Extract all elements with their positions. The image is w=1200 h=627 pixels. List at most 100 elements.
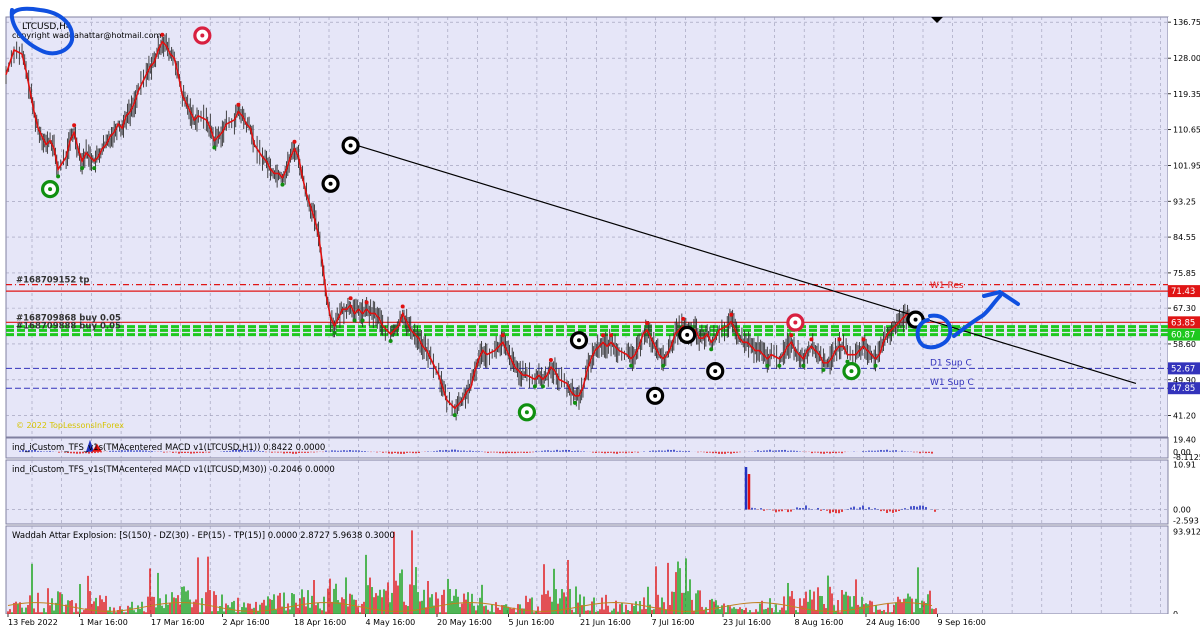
price-tick-label: 49.90 (1173, 376, 1196, 385)
wae-title: Waddah Attar Explosion: [S(150) - DZ(30)… (12, 531, 395, 541)
price-tick-labels: 136.75 128.00 119.35 110.65 101.95 93.25 84.55… (1168, 18, 1200, 421)
time-tick-label: 17 Mar 16:00 (151, 618, 204, 627)
watermark-label: © 2022 TopLessonsInForex (16, 421, 124, 430)
signal-circle-dot (524, 410, 529, 415)
fractal-up-dot (609, 333, 614, 338)
price-axis: 136.75 128.00 119.35 110.65 101.95 93.25 84.55… (1168, 17, 1200, 437)
macd-m30-tick-labels: 10.91 0.00-2.593 (1173, 461, 1199, 526)
macd-m30-background (5, 459, 1169, 525)
level-label: W1 Sup C (930, 378, 974, 388)
fractal-down-dot (280, 182, 285, 187)
waddah-attar-panel[interactable]: Waddah Attar Explosion: [S(150) - DZ(30)… (5, 525, 1200, 619)
sub-tick-label: 0.00 (1173, 506, 1191, 515)
time-tick-label: 1 Mar 16:00 (80, 618, 128, 627)
fractal-down-dot (765, 363, 770, 368)
fractal-up-dot (364, 300, 369, 305)
fractal-down-dot (821, 367, 826, 372)
time-tick-label: 23 Jul 16:00 (723, 618, 771, 627)
fractal-down-dot (92, 166, 97, 171)
fractal-up-dot (548, 358, 553, 362)
price-tick-label: 67.30 (1173, 304, 1196, 313)
sub-tick-label: 0.00 (1173, 448, 1191, 457)
fractal-up-dot (809, 337, 814, 342)
price-tag-label: 47.85 (1171, 384, 1195, 394)
macd-m30-gridlines (31, 460, 1161, 524)
price-tick-label: 41.20 (1173, 412, 1196, 421)
fractal-up-dot (348, 296, 353, 301)
fractal-down-dot (332, 330, 337, 335)
fractal-up-dot (681, 316, 686, 321)
price-tag-label: 52.67 (1171, 364, 1195, 374)
time-axis-background (0, 614, 1200, 627)
price-tick-label: 136.75 (1173, 18, 1200, 27)
fractal-up-dot (160, 32, 165, 37)
fractal-up-dot (861, 337, 866, 342)
sub-tick-label: 93.912 (1173, 527, 1200, 536)
macd-h1-panel[interactable]: ind_iCustom_TFS_v1s(TMAcentered MACD v1(… (5, 436, 1200, 462)
hand-drawn-up-arrow (952, 290, 1020, 338)
price-tick-label: 58.60 (1173, 340, 1196, 349)
price-tick-label: 119.35 (1173, 90, 1200, 99)
fractal-up-dot (292, 139, 297, 144)
time-tick-label: 8 Aug 16:00 (795, 618, 844, 627)
signal-circle-dot (713, 369, 718, 374)
order-label: #168709868 buy 0.05 (16, 313, 121, 323)
level-label: W1 Res (930, 281, 964, 291)
level-label: W1 Sup (930, 325, 965, 335)
price-tag-box (1168, 382, 1200, 395)
fractal-down-dot (709, 347, 714, 352)
signal-circle-dot (576, 338, 581, 343)
order-label: #168709888 buy 0.05 (16, 321, 121, 331)
price-tick-label: 93.25 (1173, 197, 1196, 206)
macd-spike (86, 439, 94, 452)
macd-h1-title: ind_iCustom_TFS_v1s(TMAcentered MACD v1(… (12, 443, 325, 453)
level-label: D1 Sup C (930, 358, 972, 368)
hand-drawn-circle-annotation (9, 6, 75, 56)
fractal-down-dot (873, 363, 878, 368)
price-tick-label: 110.65 (1173, 126, 1200, 135)
sub-tick-label: 10.91 (1173, 461, 1196, 470)
fractal-up-dot (400, 304, 405, 309)
copyright-label: copyright waddahattar@hotmail.com (12, 31, 161, 40)
wae-tick-labels: 93.9120 (1173, 527, 1200, 619)
macd-m30-title: ind_iCustom_TFS_v1s(TMAcentered MACD v1(… (12, 465, 335, 475)
signal-circle-dot (328, 181, 333, 186)
price-tick-label: 84.55 (1173, 233, 1196, 242)
price-gridlines (6, 17, 1168, 437)
order-label: #168709152 tp (16, 276, 89, 286)
sub-tick-label: -8.1125 (1173, 453, 1200, 462)
symbol-label: LTCUSD,H4 (22, 22, 72, 32)
time-tick-label: 13 Feb 2022 (8, 618, 58, 627)
fractal-down-dot (56, 174, 61, 179)
fractal-down-dot (352, 318, 357, 323)
fractal-up-dot (789, 333, 794, 338)
fractal-down-dot (777, 363, 782, 368)
time-tick-label: 5 Jun 16:00 (509, 618, 555, 627)
fractal-down-dot (212, 145, 217, 150)
price-tag-box (1168, 285, 1200, 298)
macd-m30-panel[interactable]: ind_iCustom_TFS_v1s(TMAcentered MACD v1(… (5, 459, 1199, 526)
macd-spike (92, 443, 102, 452)
fractal-up-dot (645, 320, 650, 325)
signal-circle-dot (685, 332, 690, 337)
level-price-tags: 71.43 63.85 60.87 52.67 47.85 (1168, 285, 1200, 395)
price-tag-label: 60.87 (1171, 331, 1195, 341)
signal-circle-dot (200, 33, 205, 38)
macd-m30-histogram (6, 467, 1168, 514)
time-tick-label: 2 Apr 16:00 (223, 618, 270, 627)
time-axis: 13 Feb 2022 1 Mar 16:00 17 Mar 16:00 2 Apr … (0, 614, 1200, 627)
fractal-down-dot (801, 363, 806, 368)
signal-circle-dot (793, 320, 798, 325)
fractal-markers (56, 32, 878, 418)
fractal-down-dot (80, 166, 85, 171)
fractal-up-dot (601, 333, 606, 338)
time-tick-label: 7 Jul 16:00 (652, 618, 695, 627)
time-tick-label: 9 Sep 16:00 (938, 618, 986, 627)
price-panel[interactable]: #168709152 tp W1 Res #168709868 buy 0.05#1… (5, 6, 1169, 438)
fractal-down-dot (572, 400, 577, 405)
shift-marker-icon[interactable] (931, 17, 943, 23)
downtrend-line[interactable] (354, 144, 1137, 385)
price-tag-box (1168, 362, 1200, 375)
time-tick-label: 20 May 16:00 (437, 618, 492, 627)
